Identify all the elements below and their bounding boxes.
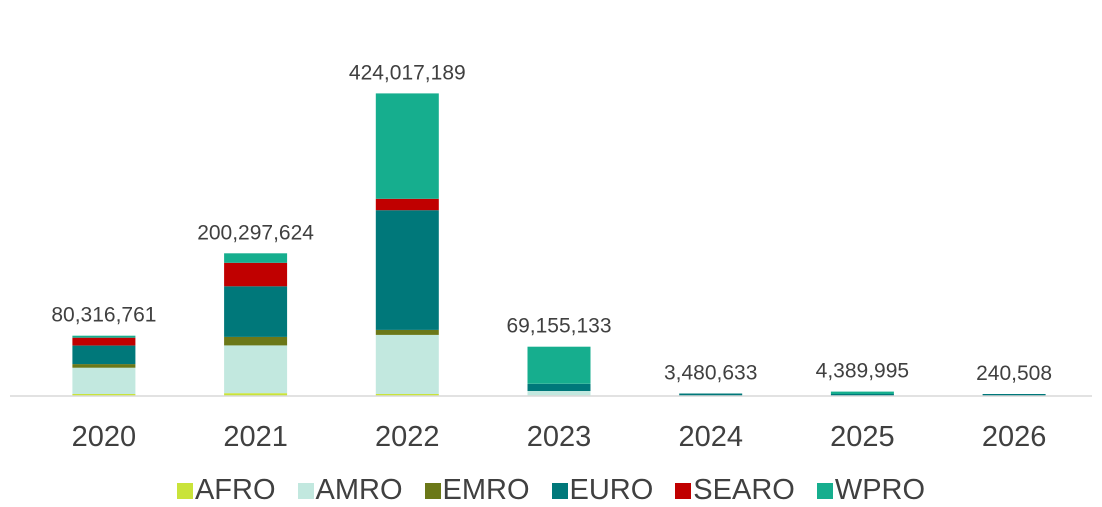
legend-swatch-afro — [176, 482, 193, 499]
total-label-2025: 4,389,995 — [816, 360, 909, 383]
bar-wpro-2021 — [224, 253, 288, 263]
bar-euro-2024 — [679, 393, 743, 396]
legend-swatch-emro — [424, 482, 441, 499]
legend-swatch-searo — [675, 482, 692, 499]
legend-label-amro: AMRO — [315, 474, 403, 506]
legend-item-searo: SEARO — [675, 474, 795, 507]
bar-searo-2020 — [72, 337, 136, 346]
legend-item-emro: EMRO — [424, 474, 530, 507]
legend-item-euro: EURO — [551, 474, 654, 507]
bar-euro-2023 — [527, 383, 591, 391]
legend-item-amro: AMRO — [297, 474, 403, 507]
x-tick-label-2025: 2025 — [830, 421, 895, 453]
bar-wpro-2020 — [72, 335, 136, 338]
legend-swatch-euro — [551, 482, 568, 499]
bar-emro-2021 — [224, 336, 288, 346]
bar-amro-2020 — [72, 367, 136, 394]
bar-euro-2022 — [375, 210, 439, 330]
bar-amro-2021 — [224, 345, 288, 394]
legend-label-euro: EURO — [569, 474, 654, 506]
total-label-2023: 69,155,133 — [506, 315, 611, 338]
legend: AFRO AMRO EMRO EURO SEARO WPRO — [0, 474, 1102, 507]
legend-swatch-amro — [297, 482, 314, 499]
x-tick-label-2021: 2021 — [223, 421, 288, 453]
bar-emro-2022 — [375, 329, 439, 335]
total-label-2022: 424,017,189 — [349, 61, 466, 84]
total-labels-group: 80,316,761 200,297,624 424,017,189 69,155,1… — [51, 61, 1052, 385]
total-label-2021: 200,297,624 — [197, 221, 314, 244]
legend-swatch-wpro — [816, 482, 833, 499]
bar-amro-2023 — [527, 391, 591, 396]
x-tick-label-2022: 2022 — [375, 421, 440, 453]
bar-euro-2025 — [830, 394, 894, 396]
bar-afro-2021 — [224, 393, 288, 396]
bar-emro-2020 — [72, 364, 136, 368]
x-tick-label-2026: 2026 — [982, 421, 1047, 453]
total-label-2020: 80,316,761 — [51, 304, 156, 327]
total-label-2024: 3,480,633 — [664, 362, 757, 385]
x-tick-label-2023: 2023 — [527, 421, 592, 453]
bar-euro-2020 — [72, 345, 136, 365]
bar-wpro-2023 — [527, 346, 591, 384]
legend-item-wpro: WPRO — [816, 474, 926, 507]
legend-label-afro: AFRO — [194, 474, 276, 506]
legend-label-searo: SEARO — [693, 474, 795, 506]
bar-searo-2022 — [375, 198, 439, 211]
bar-euro-2021 — [224, 286, 288, 337]
x-tick-label-2020: 2020 — [72, 421, 137, 453]
legend-label-wpro: WPRO — [834, 474, 926, 506]
bars-group — [72, 93, 1046, 396]
x-tick-labels-group: 2020 2021 2022 2023 2024 2025 2026 — [72, 421, 1047, 453]
x-tick-label-2024: 2024 — [678, 421, 743, 453]
bar-wpro-2022 — [375, 93, 439, 199]
bar-afro-2020 — [72, 394, 136, 396]
bar-searo-2021 — [224, 262, 288, 287]
total-label-2026: 240,508 — [976, 362, 1052, 385]
bar-wpro-2025 — [830, 391, 894, 394]
legend-label-emro: EMRO — [442, 474, 530, 506]
bar-afro-2022 — [375, 394, 439, 396]
legend-item-afro: AFRO — [176, 474, 276, 507]
bar-euro-2026 — [982, 394, 1046, 396]
bar-amro-2022 — [375, 334, 439, 394]
